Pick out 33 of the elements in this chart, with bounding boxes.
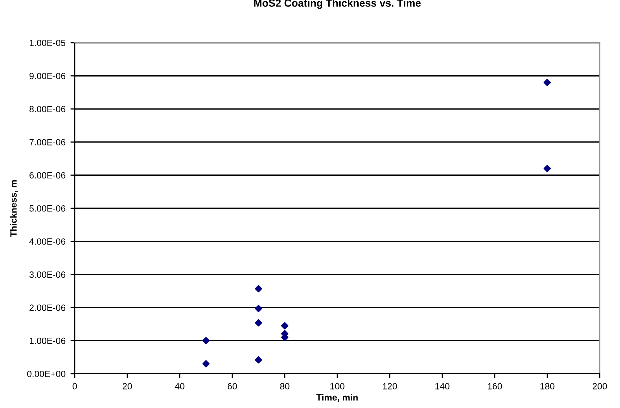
y-tick-label: 8.00E-06: [30, 106, 66, 113]
x-tick-label: 60: [228, 383, 238, 390]
point: [281, 322, 289, 330]
point: [255, 319, 262, 327]
y-tick-label: 3.00E-06: [30, 272, 66, 278]
x-tick-label: 140: [436, 383, 450, 390]
x-tick-label: 20: [122, 383, 132, 390]
point: [255, 356, 262, 364]
x-tick-label: 100: [330, 383, 345, 390]
x-tick-label: 120: [383, 383, 398, 390]
y-tick-label: 5.00E-06: [30, 205, 66, 212]
point: [544, 165, 552, 172]
y-tick-label: 0.00E+00: [27, 370, 66, 378]
x-tick-label: 80: [280, 383, 290, 390]
y-tick-label: 2.00E-06: [30, 304, 66, 312]
x-tick-label: 0: [72, 383, 78, 390]
y-tick-label: 7.00E-06: [30, 139, 66, 146]
x-tick-label: 200: [592, 383, 608, 390]
point: [255, 285, 262, 293]
x-tick-label: 40: [175, 383, 185, 390]
y-tick-label: 6.00E-06: [30, 172, 66, 179]
x-tick-label: 160: [488, 383, 502, 390]
y-tick-label: 9.00E-06: [30, 73, 66, 80]
y-tick-label: 1.00E-05: [30, 40, 66, 46]
x-axis-title: Time, min: [316, 394, 358, 402]
point: [202, 360, 210, 368]
point: [544, 79, 552, 86]
point: [255, 305, 262, 312]
y-tick-label: 1.00E-06: [30, 338, 66, 344]
point: [202, 337, 210, 345]
y-tick-label: 4.00E-06: [30, 238, 66, 245]
y-axis-title: Thickness, m: [10, 180, 18, 237]
x-tick-label: 180: [540, 383, 555, 390]
